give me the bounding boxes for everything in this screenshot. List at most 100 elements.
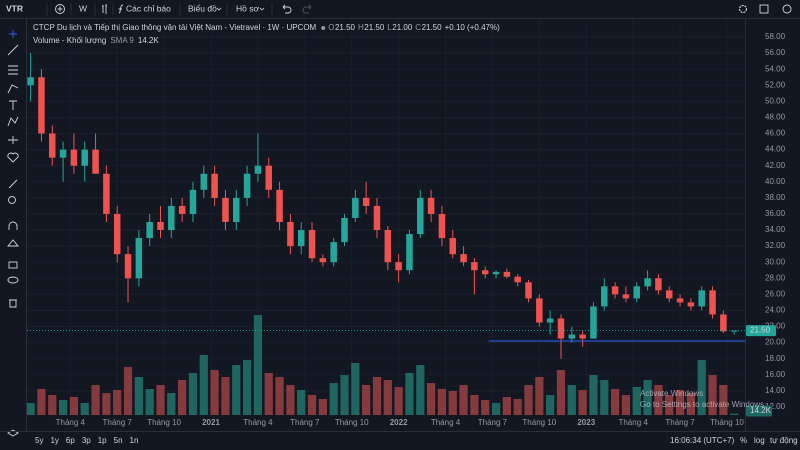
- fullscreen-button[interactable]: [759, 4, 769, 14]
- volume-bar: [578, 390, 587, 415]
- measure-tool[interactable]: [8, 136, 18, 144]
- range-button[interactable]: 1p: [98, 436, 107, 445]
- top-toolbar: [0, 0, 800, 18]
- legend-value: 21.50: [364, 23, 385, 32]
- legend-change: +0.10 (+0.47%): [445, 23, 500, 32]
- interval-button[interactable]: W: [79, 3, 87, 13]
- profile-button[interactable]: Hồ sơ: [236, 3, 259, 13]
- y-tick-label: 48.00: [765, 113, 786, 122]
- candle-body: [525, 282, 532, 299]
- stay-drawing-tool[interactable]: [7, 239, 19, 247]
- volume-bar: [221, 377, 230, 415]
- settings-button[interactable]: [738, 4, 748, 14]
- delete-tool[interactable]: [9, 299, 17, 308]
- x-tick-label: Tháng 4: [618, 418, 648, 427]
- volume-bar: [426, 383, 436, 415]
- volume-bar: [178, 380, 187, 415]
- volume-bar: [383, 380, 392, 415]
- candle-body: [341, 217, 348, 243]
- volume-bar: [210, 370, 219, 415]
- candle-body: [460, 254, 467, 263]
- x-tick-label: Tháng 7: [478, 418, 508, 427]
- drawing-tools: [7, 30, 19, 437]
- x-tick-label: Tháng 4: [243, 418, 273, 427]
- range-button[interactable]: 6p: [66, 436, 75, 445]
- pattern-tool[interactable]: [7, 84, 19, 94]
- range-button[interactable]: 3p: [82, 436, 91, 445]
- redo-button[interactable]: [302, 4, 312, 14]
- volume-tag-label: 14.2K: [750, 406, 772, 415]
- plot-area: [26, 19, 745, 415]
- volume-bar: [232, 365, 241, 415]
- legend-key: C: [415, 23, 421, 32]
- crosshair-tool[interactable]: [9, 30, 17, 38]
- symbol[interactable]: VTR: [6, 3, 23, 13]
- range-button[interactable]: 5y: [35, 436, 43, 445]
- candle-body: [362, 197, 370, 206]
- candle-body: [536, 298, 543, 323]
- candle-body: [492, 271, 500, 275]
- volume-bar: [48, 395, 57, 415]
- legend-value: 21.00: [392, 23, 413, 32]
- ruler-tool[interactable]: [8, 179, 18, 189]
- y-tick-label: 28.00: [765, 273, 786, 282]
- trendline-tool[interactable]: [7, 44, 19, 56]
- candle-body: [665, 290, 673, 299]
- candle-body: [590, 306, 597, 339]
- left-toolbar: [0, 19, 26, 431]
- y-tick-label: 54.00: [765, 64, 786, 73]
- volume-bar: [524, 385, 533, 415]
- candle-body: [254, 165, 262, 174]
- volume-value: 14.2K: [138, 36, 160, 45]
- volume-bar: [275, 377, 284, 415]
- candle-body: [622, 294, 630, 299]
- market-status: [321, 26, 326, 30]
- zoom-tool[interactable]: [8, 196, 16, 204]
- range-button[interactable]: 1n: [130, 436, 139, 445]
- candle-body: [720, 314, 727, 332]
- undo-button[interactable]: [282, 4, 292, 14]
- candle-body: [157, 222, 164, 231]
- candle-body: [287, 222, 294, 247]
- lock-tool[interactable]: [8, 261, 18, 269]
- y-tick-label: 26.00: [765, 289, 786, 298]
- volume-bar: [123, 367, 133, 415]
- y-tick-label: 24.00: [765, 306, 786, 315]
- candle-body: [730, 330, 738, 332]
- legend-value: 21.50: [422, 23, 443, 32]
- candle-body: [297, 230, 305, 247]
- volume-tag: [746, 405, 772, 417]
- x-tick-label: Tháng 4: [431, 418, 461, 427]
- chart-button[interactable]: Biểu đồ: [188, 3, 217, 13]
- magnet-tool[interactable]: [8, 221, 18, 230]
- candle-body: [633, 286, 641, 299]
- volume-bar: [405, 373, 414, 415]
- volume-bar: [675, 390, 685, 415]
- scale-button[interactable]: tự động: [770, 436, 798, 445]
- candle-body: [644, 278, 651, 287]
- projection-tool[interactable]: [7, 116, 19, 127]
- fib-tool[interactable]: [8, 65, 18, 75]
- compare-button[interactable]: [55, 4, 65, 14]
- candle-body: [709, 290, 716, 315]
- candle-body: [438, 213, 446, 239]
- y-tick-label: 46.00: [765, 129, 786, 138]
- plus-icon: [57, 6, 63, 12]
- scale-button[interactable]: log: [754, 436, 765, 445]
- candle-body: [546, 318, 554, 323]
- favorites-tool[interactable]: [7, 152, 19, 163]
- legend-key: H: [358, 23, 364, 32]
- y-tick-label: 32.00: [765, 241, 786, 250]
- chart-style-icon[interactable]: [102, 4, 107, 14]
- hide-tool[interactable]: [7, 276, 19, 284]
- candle-body: [27, 77, 34, 86]
- snapshot-button[interactable]: [782, 4, 792, 14]
- volume-bar: [643, 380, 652, 415]
- scale-button[interactable]: %: [740, 436, 747, 445]
- indicators-button[interactable]: Các chỉ báo: [126, 3, 171, 13]
- text-tool[interactable]: [9, 100, 17, 110]
- range-button[interactable]: 1y: [50, 436, 58, 445]
- range-button[interactable]: 5n: [114, 436, 123, 445]
- volume-bar: [719, 385, 728, 415]
